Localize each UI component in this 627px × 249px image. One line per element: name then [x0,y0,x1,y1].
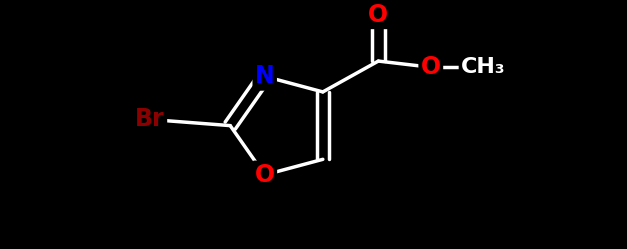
Text: CH₃: CH₃ [461,57,505,77]
Text: O: O [255,163,275,187]
Text: O: O [421,55,441,79]
Text: Br: Br [135,108,165,131]
Text: N: N [255,64,275,88]
Text: O: O [368,3,388,27]
